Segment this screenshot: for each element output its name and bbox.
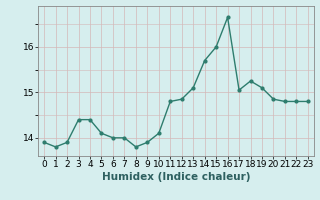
X-axis label: Humidex (Indice chaleur): Humidex (Indice chaleur) [102, 172, 250, 182]
